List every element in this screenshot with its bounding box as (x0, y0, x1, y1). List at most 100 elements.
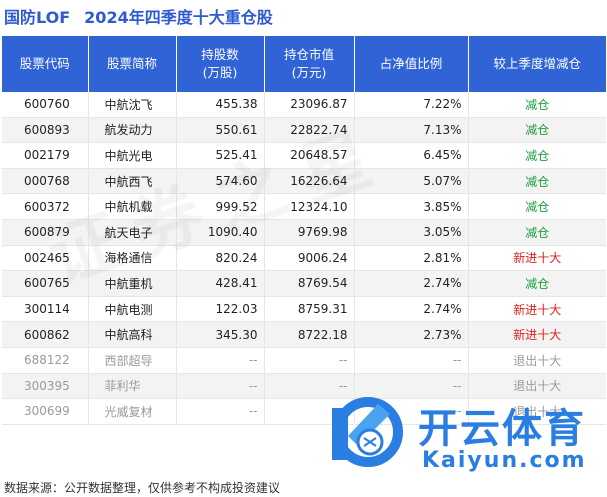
cell-shares: -- (176, 398, 265, 425)
cell-market-value: 12324.10 (264, 193, 355, 220)
cell-stock-name: 中航光电 (88, 142, 177, 169)
header-market-value: 持仓市值 (万元) (264, 36, 355, 92)
cell-change: 减仓 (468, 142, 606, 169)
report-subtitle: 2024年四季度十大重仓股 (84, 8, 273, 27)
header-net-ratio: 占净值比例 (354, 36, 469, 92)
cell-market-value: 20648.57 (264, 142, 355, 169)
cell-change: 减仓 (468, 92, 606, 118)
cell-shares: 455.38 (176, 92, 265, 118)
cell-net-ratio: 3.05% (354, 219, 469, 246)
header-shares: 持股数 (万股) (176, 36, 265, 92)
cell-change: 减仓 (468, 193, 606, 220)
cell-stock-name: 中航机载 (88, 193, 177, 220)
cell-market-value: 16226.64 (264, 168, 355, 195)
header-change: 较上季度增减仓 (468, 36, 606, 92)
cell-market-value: 8722.18 (264, 321, 355, 348)
cell-market-value: -- (264, 347, 355, 374)
cell-net-ratio: 2.81% (354, 245, 469, 272)
fund-name: 国防LOF (4, 8, 71, 27)
cell-change: 减仓 (468, 270, 606, 297)
cell-market-value: 23096.87 (264, 92, 355, 118)
table-row: 600765 中航重机 428.41 8769.54 2.74% 减仓 (2, 270, 606, 297)
cell-shares: 345.30 (176, 321, 265, 348)
cell-shares: 122.03 (176, 296, 265, 323)
cell-change: 新进十大 (468, 245, 606, 272)
cell-stock-code: 002179 (2, 142, 89, 169)
cell-change: 退出十大 (468, 373, 606, 400)
cell-stock-code: 300114 (2, 296, 89, 323)
cell-stock-name: 中航重机 (88, 270, 177, 297)
table-header-row: 股票代码 股票简称 持股数 (万股) 持仓市值 (万元) 占净值比例 较上季度增减仓 (2, 36, 606, 92)
cell-shares: -- (176, 347, 265, 374)
table-row: 300395 菲利华 -- -- -- 退出十大 (2, 373, 606, 400)
cell-change: 退出十大 (468, 347, 606, 374)
cell-stock-code: 600372 (2, 193, 89, 220)
header-stock-code: 股票代码 (2, 36, 89, 92)
table-row: 600372 中航机载 999.52 12324.10 3.85% 减仓 (2, 193, 606, 220)
cell-net-ratio: 3.85% (354, 193, 469, 220)
cell-change: 新进十大 (468, 296, 606, 323)
cell-net-ratio: -- (354, 347, 469, 374)
cell-net-ratio: 2.74% (354, 270, 469, 297)
cell-stock-code: 600862 (2, 321, 89, 348)
cell-stock-name: 航发动力 (88, 117, 177, 144)
cell-change: 减仓 (468, 117, 606, 144)
cell-stock-code: 000768 (2, 168, 89, 195)
table-row: 600893 航发动力 550.61 22822.74 7.13% 减仓 (2, 117, 606, 144)
table-row: 600760 中航沈飞 455.38 23096.87 7.22% 减仓 (2, 92, 606, 118)
holdings-table: 股票代码 股票简称 持股数 (万股) 持仓市值 (万元) 占净值比例 较上季度增减仓… (2, 36, 606, 425)
cell-stock-code: 600879 (2, 219, 89, 246)
cell-change: 新进十大 (468, 321, 606, 348)
header-stock-name: 股票简称 (88, 36, 177, 92)
cell-stock-name: 海格通信 (88, 245, 177, 272)
cell-shares: -- (176, 373, 265, 400)
cell-shares: 525.41 (176, 142, 265, 169)
cell-net-ratio: 5.07% (354, 168, 469, 195)
data-source-note: 数据来源：公开数据整理，仅供参考不构成投资建议 (4, 481, 281, 495)
logo-chinese-text: 开云体育 (418, 406, 586, 452)
table-row: 600862 中航高科 345.30 8722.18 2.73% 新进十大 (2, 321, 606, 348)
cell-net-ratio: -- (354, 373, 469, 400)
cell-net-ratio: 2.73% (354, 321, 469, 348)
cell-stock-name: 西部超导 (88, 347, 177, 374)
logo-english-text: Kaiyun.com (422, 448, 587, 473)
cell-shares: 820.24 (176, 245, 265, 272)
cell-change: 减仓 (468, 168, 606, 195)
cell-shares: 550.61 (176, 117, 265, 144)
cell-change: 减仓 (468, 219, 606, 246)
cell-market-value: -- (264, 373, 355, 400)
cell-market-value: 9006.24 (264, 245, 355, 272)
table-row: 688122 西部超导 -- -- -- 退出十大 (2, 347, 606, 374)
cell-stock-code: 600765 (2, 270, 89, 297)
table-row: 002179 中航光电 525.41 20648.57 6.45% 减仓 (2, 142, 606, 169)
table-row: 000768 中航西飞 574.60 16226.64 5.07% 减仓 (2, 168, 606, 195)
cell-stock-code: 600893 (2, 117, 89, 144)
table-row: 002465 海格通信 820.24 9006.24 2.81% 新进十大 (2, 245, 606, 272)
cell-stock-name: 光威复材 (88, 398, 177, 425)
cell-stock-name: 中航高科 (88, 321, 177, 348)
cell-net-ratio: 7.13% (354, 117, 469, 144)
cell-net-ratio: 7.22% (354, 92, 469, 118)
cell-shares: 574.60 (176, 168, 265, 195)
cell-stock-name: 中航电测 (88, 296, 177, 323)
kaiyun-k-logo-icon (332, 397, 403, 467)
cell-shares: 1090.40 (176, 219, 265, 246)
cell-market-value: 8769.54 (264, 270, 355, 297)
cell-stock-name: 菲利华 (88, 373, 177, 400)
cell-stock-code: 688122 (2, 347, 89, 374)
cell-stock-name: 中航沈飞 (88, 92, 177, 118)
cell-shares: 428.41 (176, 270, 265, 297)
table-row: 300114 中航电测 122.03 8759.31 2.74% 新进十大 (2, 296, 606, 323)
page-title: 国防LOF 2024年四季度十大重仓股 (4, 2, 273, 30)
cell-change: 退出十大 (468, 398, 606, 425)
cell-net-ratio: 2.74% (354, 296, 469, 323)
cell-market-value: 22822.74 (264, 117, 355, 144)
cell-stock-name: 中航西飞 (88, 168, 177, 195)
cell-stock-name: 航天电子 (88, 219, 177, 246)
kaiyun-logo: 开云体育 Kaiyun.com (318, 390, 603, 480)
cell-market-value: 8759.31 (264, 296, 355, 323)
cell-stock-code: 600760 (2, 92, 89, 118)
cell-market-value: 9769.98 (264, 219, 355, 246)
cell-net-ratio: 6.45% (354, 142, 469, 169)
